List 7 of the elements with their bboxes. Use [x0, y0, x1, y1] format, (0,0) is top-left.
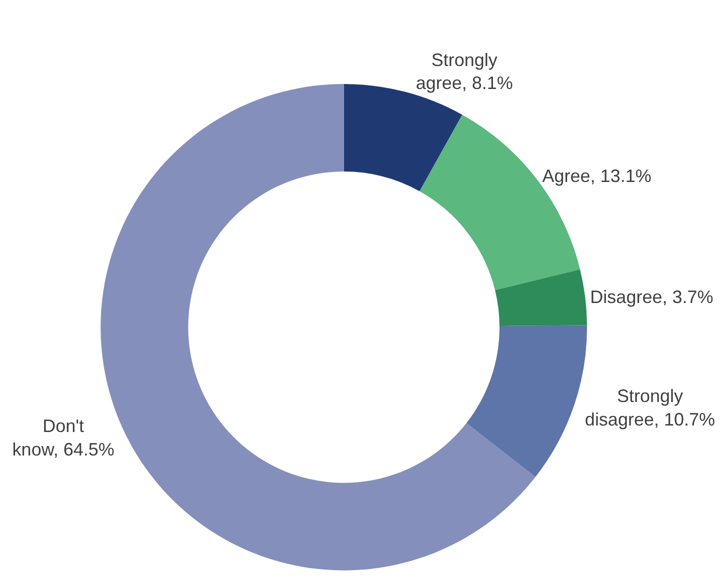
slice-label: Strongly agree, 8.1% [416, 50, 513, 94]
donut-slice [466, 325, 588, 478]
slice-label: Disagree, 3.7% [590, 286, 714, 307]
slice-label: Agree, 13.1% [542, 166, 652, 186]
donut-slice [495, 269, 588, 326]
slice-label: Strongly disagree, 10.7% [584, 386, 716, 430]
slice-label: Don't know, 64.5% [12, 416, 114, 460]
